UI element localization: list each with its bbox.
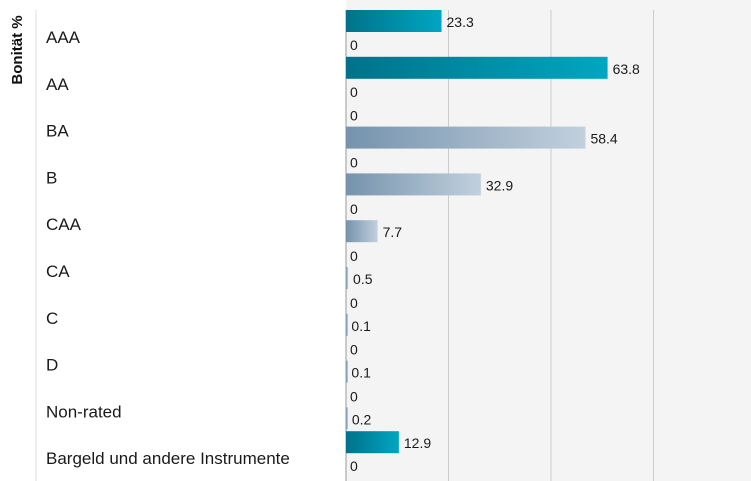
data-label: 0: [350, 458, 358, 474]
data-label: 0: [350, 154, 358, 170]
data-label: 23.3: [447, 14, 474, 30]
data-label: 0.2: [352, 411, 372, 427]
category-label: Non-rated: [46, 402, 122, 421]
labels: AAA 23.3 0 AA 63.8 0 BA 0 58.4 B 0 32.9 CAA 0 7.7 CA 0 0.…: [46, 14, 640, 474]
category-label: BA: [46, 122, 69, 141]
data-label: 7.7: [383, 224, 403, 240]
category-label: D: [46, 356, 58, 375]
category-label: AA: [46, 75, 69, 94]
category-label: AAA: [46, 28, 81, 47]
category-label: CAA: [46, 215, 82, 234]
data-label: 0: [350, 37, 358, 53]
data-label: 0.1: [351, 365, 371, 381]
grid-lines: [35, 10, 654, 481]
bar-series-2: [346, 267, 349, 289]
data-label: 0: [350, 201, 358, 217]
bar-series-2: [346, 126, 586, 149]
plot-area: [346, 0, 751, 481]
data-label: 0: [350, 248, 358, 264]
bars: [346, 10, 608, 454]
bar-series-1: [346, 10, 442, 32]
bar-series-2: [346, 220, 378, 243]
bar-series-2: [346, 173, 481, 196]
bar-series-2: [346, 360, 348, 383]
data-label: 0.1: [351, 318, 371, 334]
category-label: Bargeld und andere Instrumente: [46, 449, 290, 468]
category-label: CA: [46, 262, 70, 281]
category-label: B: [46, 168, 57, 187]
data-label: 0: [350, 295, 358, 311]
bar-series-2: [346, 407, 348, 430]
y-axis-title: Bonität %: [9, 15, 26, 84]
data-label: 0.5: [353, 271, 373, 287]
data-label: 0: [350, 84, 358, 100]
data-label: 0: [350, 342, 358, 358]
data-label: 32.9: [486, 177, 513, 193]
bar-series-2: [346, 313, 348, 336]
bar-series-1: [346, 56, 608, 79]
data-label: 58.4: [590, 131, 617, 147]
data-label: 12.9: [404, 435, 431, 451]
plot-background: [346, 0, 751, 481]
bar-series-1: [346, 431, 399, 454]
category-label: C: [46, 309, 58, 328]
data-label: 63.8: [613, 61, 640, 77]
data-label: 0: [350, 108, 358, 124]
data-label: 0: [350, 388, 358, 404]
